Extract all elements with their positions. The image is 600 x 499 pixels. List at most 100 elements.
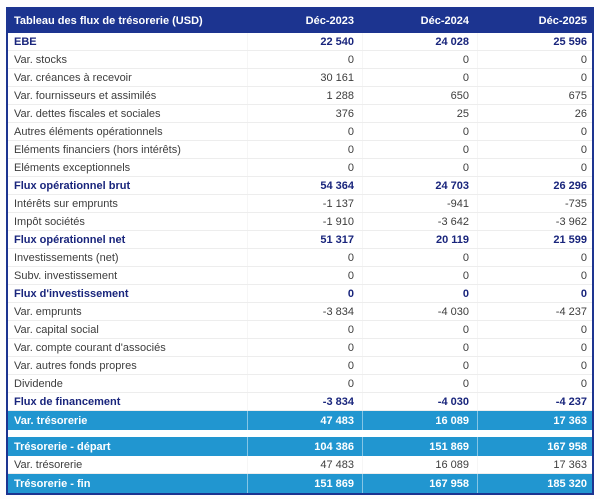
- row-value: 185 320: [477, 474, 592, 493]
- row-label: Dividende: [14, 377, 63, 390]
- row-label: Trésorerie - départ: [14, 440, 111, 453]
- row-label: Flux de financement: [14, 395, 121, 408]
- row-value: 16 089: [362, 456, 477, 473]
- table-row: Eléments exceptionnels 0 0 0: [8, 159, 592, 177]
- table-row: Var. autres fonds propres 0 0 0: [8, 357, 592, 375]
- row-value: -4 237: [477, 393, 592, 410]
- table-row: Dividende 0 0 0: [8, 375, 592, 393]
- table-row: Subv. investissement 0 0 0: [8, 267, 592, 285]
- row-value: -3 962: [477, 213, 592, 230]
- row-value: -4 237: [477, 303, 592, 320]
- row-value: 0: [362, 123, 477, 140]
- row-value: 26: [477, 105, 592, 122]
- row-value: 17 363: [477, 456, 592, 473]
- row-value: 167 958: [362, 474, 477, 493]
- row-value: 0: [247, 141, 362, 158]
- row-value: 24 028: [362, 33, 477, 50]
- table-row: Var. capital social 0 0 0: [8, 321, 592, 339]
- row-value: -4 030: [362, 393, 477, 410]
- table-body: EBE 22 540 24 028 25 596 Var. stocks 0 0 0 Var. …: [8, 33, 592, 493]
- row-label: EBE: [14, 35, 37, 48]
- row-value: 0: [247, 357, 362, 374]
- row-value: 25: [362, 105, 477, 122]
- row-value: 0: [247, 51, 362, 68]
- table-row: Var. trésorerie 47 483 16 089 17 363: [8, 456, 592, 474]
- row-label: Var. autres fonds propres: [14, 359, 137, 372]
- table-row: Var. dettes fiscales et sociales 376 25 26: [8, 105, 592, 123]
- row-value: 0: [247, 123, 362, 140]
- row-value: 0: [477, 321, 592, 338]
- row-value: 30 161: [247, 69, 362, 86]
- row-label: Var. stocks: [14, 53, 67, 66]
- row-value: 16 089: [362, 411, 477, 430]
- row-value: 47 483: [247, 456, 362, 473]
- row-value: 54 364: [247, 177, 362, 194]
- row-value: 0: [247, 267, 362, 284]
- row-label: Intérêts sur emprunts: [14, 197, 118, 210]
- row-value: 24 703: [362, 177, 477, 194]
- row-label: Impôt sociétés: [14, 215, 85, 228]
- cashflow-table: Tableau des flux de trésorerie (USD) Déc…: [6, 7, 594, 495]
- column-header-dec-2024: Déc-2024: [420, 15, 469, 27]
- row-label: Var. compte courant d'associés: [14, 341, 166, 354]
- row-value: 0: [362, 159, 477, 176]
- row-label: Subv. investissement: [14, 269, 118, 282]
- table-row: Flux de financement -3 834 -4 030 -4 237: [8, 393, 592, 411]
- row-value: 0: [362, 51, 477, 68]
- row-value: 376: [247, 105, 362, 122]
- row-value: 151 869: [247, 474, 362, 493]
- row-value: 0: [477, 159, 592, 176]
- row-value: 0: [362, 357, 477, 374]
- row-value: 20 119: [362, 231, 477, 248]
- row-value: 51 317: [247, 231, 362, 248]
- table-row: Var. trésorerie 47 483 16 089 17 363: [8, 411, 592, 430]
- row-value: 0: [477, 357, 592, 374]
- row-value: 47 483: [247, 411, 362, 430]
- row-value: 104 386: [247, 437, 362, 456]
- spacer-row: [8, 430, 592, 437]
- table-row: Autres éléments opérationnels 0 0 0: [8, 123, 592, 141]
- row-value: 0: [477, 375, 592, 392]
- table-row: EBE 22 540 24 028 25 596: [8, 33, 592, 51]
- row-value: 0: [247, 321, 362, 338]
- row-label: Eléments financiers (hors intérêts): [14, 143, 181, 156]
- row-label: Var. trésorerie: [14, 414, 88, 427]
- row-value: 0: [477, 339, 592, 356]
- row-value: 0: [247, 285, 362, 302]
- row-value: 0: [362, 267, 477, 284]
- row-value: 0: [477, 69, 592, 86]
- row-value: 21 599: [477, 231, 592, 248]
- row-value: -4 030: [362, 303, 477, 320]
- row-label: Flux d'investissement: [14, 287, 129, 300]
- row-value: 0: [247, 159, 362, 176]
- row-value: 0: [477, 285, 592, 302]
- row-value: 151 869: [362, 437, 477, 456]
- column-header-dec-2023: Déc-2023: [305, 15, 354, 27]
- row-value: 22 540: [247, 33, 362, 50]
- table-header-row: Tableau des flux de trésorerie (USD) Déc…: [8, 9, 592, 33]
- row-value: 1 288: [247, 87, 362, 104]
- row-value: 167 958: [477, 437, 592, 456]
- table-row: Flux opérationnel brut 54 364 24 703 26 296: [8, 177, 592, 195]
- row-label: Var. créances à recevoir: [14, 71, 132, 84]
- table-row: Var. stocks 0 0 0: [8, 51, 592, 69]
- row-value: 0: [477, 249, 592, 266]
- table-row: Trésorerie - fin 151 869 167 958 185 320: [8, 474, 592, 493]
- row-label: Var. capital social: [14, 323, 99, 336]
- row-value: 0: [362, 69, 477, 86]
- row-value: 0: [477, 267, 592, 284]
- row-label: Var. dettes fiscales et sociales: [14, 107, 161, 120]
- table-title: Tableau des flux de trésorerie (USD): [14, 15, 203, 27]
- row-value: 0: [247, 339, 362, 356]
- table-row: Var. compte courant d'associés 0 0 0: [8, 339, 592, 357]
- row-value: 26 296: [477, 177, 592, 194]
- row-label: Investissements (net): [14, 251, 119, 264]
- table-row: Eléments financiers (hors intérêts) 0 0 0: [8, 141, 592, 159]
- row-value: -3 834: [247, 393, 362, 410]
- row-value: -1 910: [247, 213, 362, 230]
- row-label: Var. fournisseurs et assimilés: [14, 89, 157, 102]
- row-label: Flux opérationnel brut: [14, 179, 131, 192]
- row-value: 675: [477, 87, 592, 104]
- table-row: Flux opérationnel net 51 317 20 119 21 599: [8, 231, 592, 249]
